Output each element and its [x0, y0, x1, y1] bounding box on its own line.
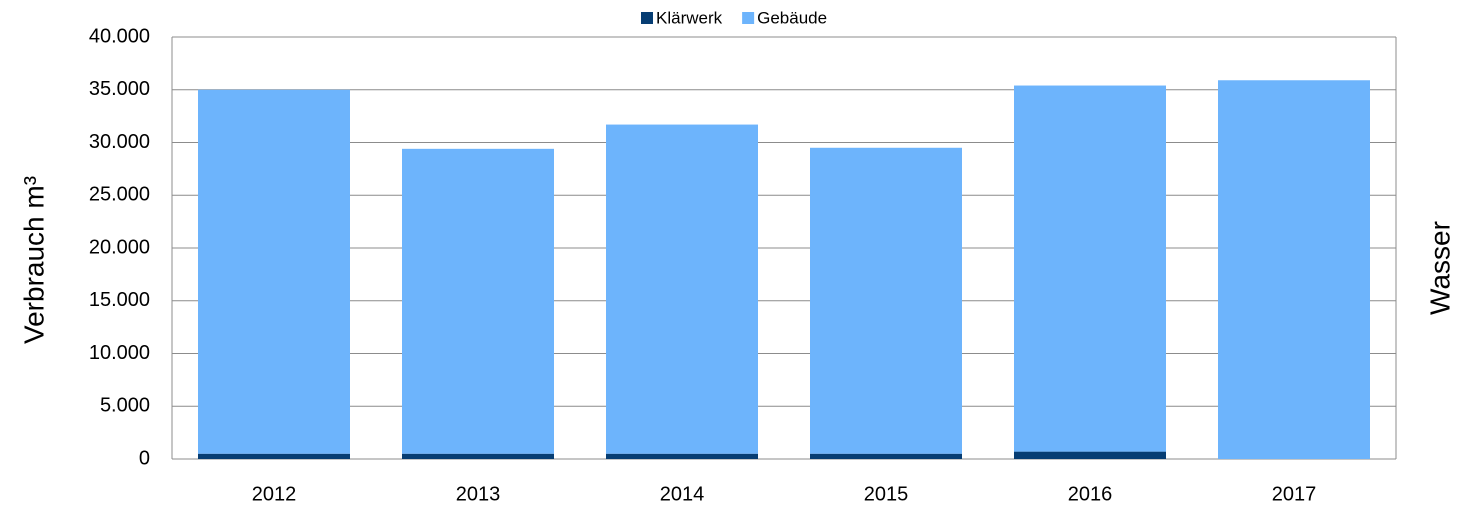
- y-axis-label: Verbrauch m³: [18, 176, 49, 344]
- legend-swatch: [641, 12, 653, 24]
- y-tick-label: 35.000: [89, 78, 150, 100]
- x-tick-label: 2012: [252, 483, 297, 505]
- y-tick-label: 15.000: [89, 289, 150, 311]
- bar-segment: [1218, 80, 1370, 459]
- bar-segment: [1014, 451, 1166, 459]
- y-tick-label: 10.000: [89, 342, 150, 364]
- chart-title: Wasser: [1424, 221, 1455, 315]
- bar-segment: [402, 453, 554, 459]
- x-tick-label: 2016: [1068, 483, 1113, 505]
- x-tick-label: 2013: [456, 483, 501, 505]
- y-tick-label: 25.000: [89, 184, 150, 206]
- bar-segment: [198, 453, 350, 459]
- x-tick-label: 2014: [660, 483, 705, 505]
- y-tick-label: 5.000: [100, 395, 150, 417]
- y-tick-label: 20.000: [89, 236, 150, 258]
- bar-segment: [1014, 85, 1166, 452]
- y-tick-label: 30.000: [89, 131, 150, 153]
- legend-label: Gebäude: [757, 8, 827, 27]
- bar-segment: [606, 124, 758, 454]
- legend-swatch: [742, 12, 755, 24]
- x-tick-label: 2017: [1272, 483, 1317, 505]
- y-tick-label: 40.000: [89, 25, 150, 47]
- bar-segment: [810, 453, 962, 459]
- bar-segment: [402, 148, 554, 454]
- bar-segment: [810, 147, 962, 454]
- x-tick-label: 2015: [864, 483, 909, 505]
- bar-segment: [606, 453, 758, 459]
- y-tick-label: 0: [139, 447, 150, 469]
- bar-segment: [198, 89, 350, 454]
- legend-label: Klärwerk: [656, 8, 723, 27]
